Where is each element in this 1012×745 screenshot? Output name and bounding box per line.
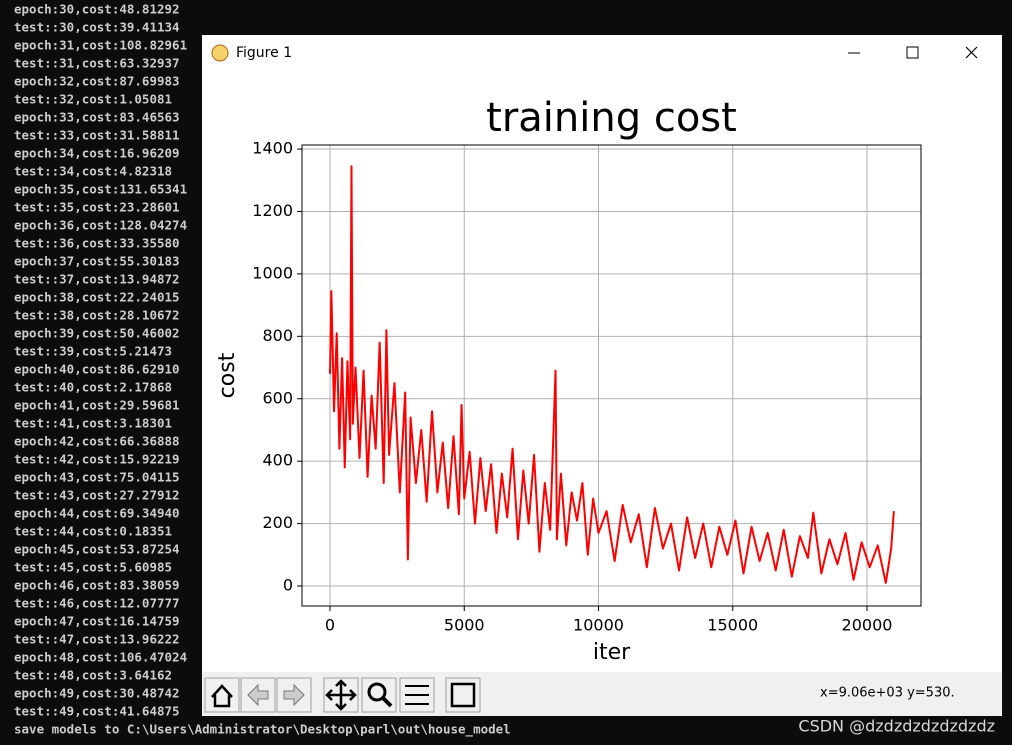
configure-icon — [405, 685, 429, 705]
pan-icon — [325, 679, 357, 711]
console-line: test::36,cost:33.35580 — [14, 236, 180, 251]
zoom-icon — [367, 682, 387, 702]
console-line: epoch:35,cost:131.65341 — [14, 182, 187, 197]
y-tick-label: 1200 — [252, 201, 293, 220]
console-line: epoch:42,cost:66.36888 — [14, 434, 180, 449]
y-tick-label: 0 — [283, 576, 293, 595]
console-line: epoch:31,cost:108.82961 — [14, 38, 187, 53]
x-tick-label: 5000 — [444, 616, 485, 635]
console-line: test::41,cost:3.18301 — [14, 416, 172, 431]
console-line: epoch:33,cost:83.46563 — [14, 110, 180, 125]
console-line: test::44,cost:0.18351 — [14, 524, 172, 539]
console-line: test::48,cost:3.64162 — [14, 668, 172, 683]
console-line: save models to C:\Users\Administrator\De… — [14, 722, 511, 738]
console-line: epoch:45,cost:53.87254 — [14, 542, 180, 557]
y-axis-label: cost — [215, 352, 240, 398]
back-icon — [247, 683, 269, 707]
console-line: test::40,cost:2.17868 — [14, 380, 172, 395]
console-line: epoch:34,cost:16.96209 — [14, 146, 180, 161]
window-title: Figure 1 — [236, 45, 292, 61]
plot-frame — [301, 144, 922, 607]
console-line: epoch:40,cost:86.62910 — [14, 362, 180, 377]
console-line: epoch:36,cost:128.04274 — [14, 218, 187, 233]
console-line: epoch:47,cost:16.14759 — [14, 614, 180, 629]
home-icon — [211, 684, 233, 708]
console-line: epoch:41,cost:29.59681 — [14, 398, 180, 413]
x-tick-label: 20000 — [842, 616, 893, 635]
status-text: x=9.06e+03 y=530. — [820, 686, 955, 701]
console-line: epoch:32,cost:87.69983 — [14, 74, 180, 89]
console-line: test::46,cost:12.07777 — [14, 596, 180, 611]
zoom-handle — [381, 696, 393, 708]
forward-icon — [283, 683, 305, 707]
y-tick-label: 800 — [262, 326, 293, 345]
console: epoch:30,cost:48.81292test::30,cost:39.4… — [14, 2, 511, 745]
console-cursor: _ — [14, 734, 22, 745]
x-tick-label: 10000 — [573, 616, 624, 635]
console-line: test::38,cost:28.10672 — [14, 308, 180, 323]
console-line: test::39,cost:5.21473 — [14, 344, 172, 359]
console-line: epoch:48,cost:106.47024 — [14, 650, 187, 665]
y-tick-label: 200 — [262, 513, 293, 532]
console-line: epoch:39,cost:50.46002 — [14, 326, 180, 341]
maximize-button[interactable] — [906, 46, 919, 59]
console-line: epoch:44,cost:69.34940 — [14, 506, 180, 521]
watermark: CSDN @dzdzdzdzdzdzdz — [798, 717, 995, 736]
save-icon — [450, 682, 476, 708]
close-button[interactable] — [965, 46, 978, 59]
console-line: test::43,cost:27.27912 — [14, 488, 180, 503]
console-line: test::42,cost:15.92219 — [14, 452, 180, 467]
x-axis-label: iter — [593, 640, 631, 665]
x-tick-label: 0 — [325, 616, 335, 635]
console-line: test::30,cost:39.41134 — [14, 20, 180, 35]
home-button[interactable] — [204, 677, 240, 713]
x-tick-label: 15000 — [707, 616, 758, 635]
y-tick-label: 1400 — [252, 139, 293, 158]
console-line: epoch:30,cost:48.81292 — [14, 2, 180, 17]
y-tick-label: 1000 — [252, 263, 293, 282]
console-line: test::35,cost:23.28601 — [14, 200, 180, 215]
console-line: epoch:37,cost:55.30183 — [14, 254, 180, 269]
console-line: test::49,cost:41.64875 — [14, 704, 180, 719]
y-tick-label: 600 — [262, 388, 293, 407]
console-line: test::47,cost:13.96222 — [14, 632, 180, 647]
console-line: epoch:38,cost:22.24015 — [14, 290, 180, 305]
console-line: test::45,cost:5.60985 — [14, 560, 172, 575]
data-line — [329, 165, 895, 584]
console-line: test::37,cost:13.94872 — [14, 272, 180, 287]
y-tick-label: 400 — [262, 451, 293, 470]
console-line: test::33,cost:31.58811 — [14, 128, 180, 143]
console-line: epoch:43,cost:75.04115 — [14, 470, 180, 485]
console-line: epoch:46,cost:83.38059 — [14, 578, 180, 593]
app-icon — [211, 44, 229, 62]
console-line: epoch:49,cost:30.48742 — [14, 686, 180, 701]
chart-title: training cost — [486, 95, 737, 141]
console-line: test::32,cost:1.05081 — [14, 92, 172, 107]
console-line: test::31,cost:63.32937 — [14, 56, 180, 71]
console-line: test::34,cost:4.82318 — [14, 164, 172, 179]
